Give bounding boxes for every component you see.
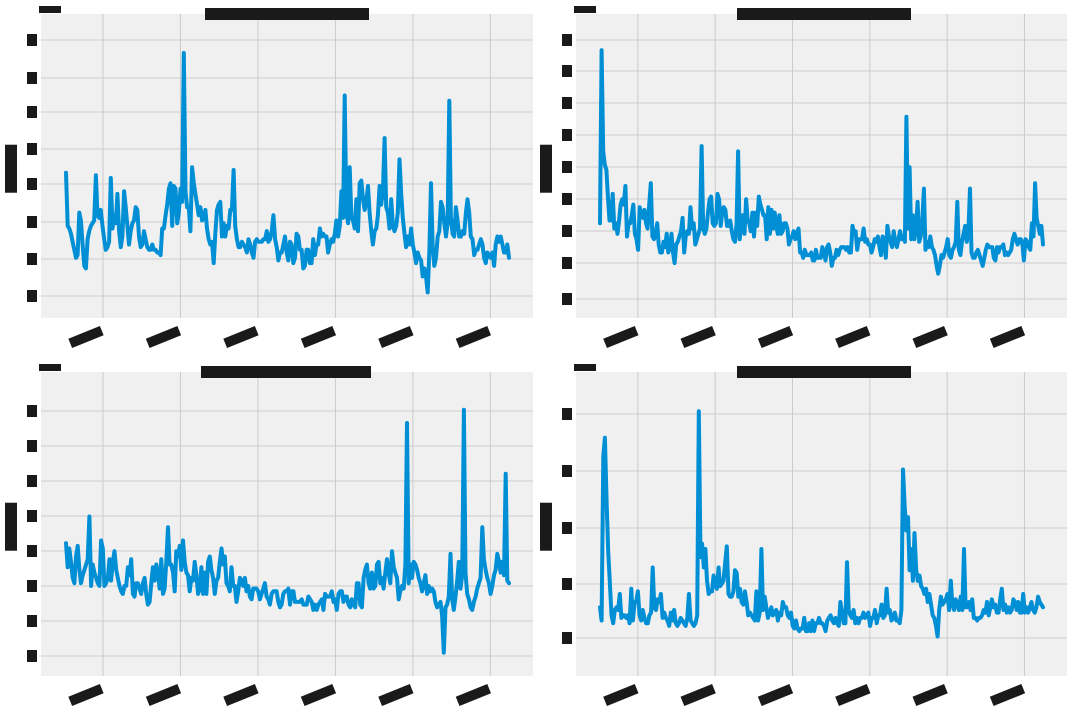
y-axis-label-block: [540, 502, 552, 551]
x-tick-label: [455, 325, 492, 349]
y-tick-label: [562, 65, 572, 77]
x-tick-label: [378, 683, 414, 707]
x-tick-label: [145, 325, 182, 349]
x-tick-label: [455, 683, 492, 707]
plot-area: [576, 372, 1067, 676]
y-tick-label: [27, 216, 37, 228]
scale-offset-block: [39, 364, 61, 371]
chart-panel-3: [5, 364, 533, 707]
x-tick-label: [603, 325, 639, 349]
chart-title-block: [201, 366, 371, 378]
y-tick-label: [27, 650, 37, 662]
chart-title-block: [205, 8, 369, 20]
y-tick-label: [27, 615, 37, 627]
y-tick-label: [562, 129, 572, 141]
x-tick-label: [145, 683, 182, 707]
x-tick-label: [680, 325, 716, 349]
x-tick-label: [835, 325, 871, 349]
chart-panel-4: [540, 364, 1067, 707]
y-axis-label-block: [5, 144, 17, 193]
x-tick-label: [989, 683, 1026, 707]
x-tick-label: [912, 325, 948, 349]
y-tick-label: [27, 72, 37, 84]
chart-title-block: [737, 366, 911, 378]
y-tick-label: [27, 405, 37, 417]
x-tick-label: [223, 683, 259, 707]
series-line: [598, 409, 1045, 639]
x-tick-label: [680, 683, 716, 707]
x-tick-label: [300, 683, 337, 707]
plot-area: [41, 14, 533, 318]
y-tick-label: [27, 545, 37, 557]
chart-panel-2: [540, 6, 1067, 349]
y-tick-label: [562, 522, 572, 534]
x-tick-label: [835, 683, 871, 707]
y-tick-label: [27, 290, 37, 302]
x-tick-label: [757, 325, 794, 349]
x-tick-label: [68, 325, 104, 349]
y-tick-label: [27, 34, 37, 46]
plot-area: [41, 372, 533, 676]
y-tick-label: [27, 143, 37, 155]
x-tick-label: [223, 325, 259, 349]
series-line: [64, 407, 511, 655]
y-tick-label: [27, 253, 37, 265]
series-line: [598, 48, 1045, 276]
chart-panels: [5, 6, 1067, 707]
x-tick-label: [603, 683, 639, 707]
x-tick-label: [757, 683, 794, 707]
y-tick-label: [562, 293, 572, 305]
y-tick-label: [562, 257, 572, 269]
x-tick-label: [989, 325, 1026, 349]
y-tick-label: [562, 161, 572, 173]
y-tick-label: [27, 475, 37, 487]
plot-area: [576, 14, 1067, 318]
chart-panel-1: [5, 6, 533, 349]
y-tick-label: [562, 465, 572, 477]
y-tick-label: [562, 225, 572, 237]
x-tick-label: [912, 683, 948, 707]
x-tick-label: [68, 683, 104, 707]
y-tick-label: [562, 578, 572, 590]
scale-offset-block: [39, 6, 61, 13]
x-tick-label: [378, 325, 414, 349]
y-tick-label: [562, 193, 572, 205]
y-axis-label-block: [540, 144, 552, 193]
series-line: [64, 51, 511, 295]
scale-offset-block: [574, 364, 596, 371]
x-tick-label: [300, 325, 337, 349]
y-tick-label: [562, 632, 572, 644]
y-tick-label: [27, 580, 37, 592]
y-tick-label: [562, 34, 572, 46]
y-axis-label-block: [5, 502, 17, 551]
y-tick-label: [562, 97, 572, 109]
y-tick-label: [27, 440, 37, 452]
scale-offset-block: [574, 6, 596, 13]
y-tick-label: [27, 106, 37, 118]
y-tick-label: [27, 510, 37, 522]
y-tick-label: [562, 408, 572, 420]
chart-title-block: [737, 8, 911, 20]
y-tick-label: [27, 178, 37, 190]
